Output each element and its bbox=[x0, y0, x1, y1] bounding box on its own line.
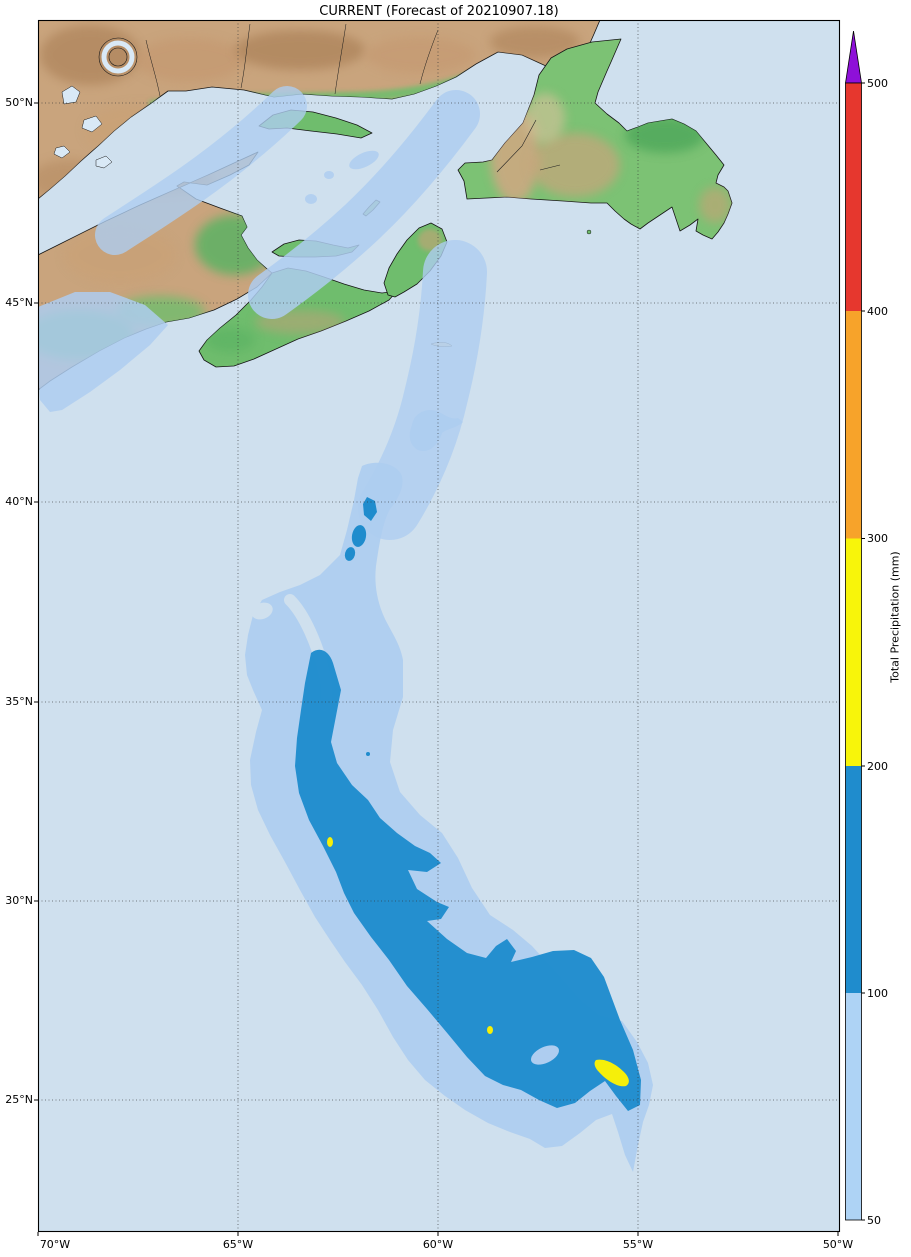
ocean-gap-1 bbox=[251, 602, 273, 620]
colorbar-tick-50: 50 bbox=[867, 1214, 881, 1227]
precip-swath-moderate bbox=[295, 649, 641, 1111]
precip-blob-north bbox=[409, 410, 463, 452]
lat-label-35n: 35°N bbox=[5, 695, 33, 708]
saint-pierre-island bbox=[586, 229, 592, 235]
lat-label-40n: 40°N bbox=[5, 495, 33, 508]
precip-spot-heavy-1 bbox=[594, 1059, 629, 1087]
precip-blob-moderate-2 bbox=[351, 525, 367, 547]
colorbar-tick-400: 400 bbox=[867, 305, 888, 318]
newfoundland-terrain-shading bbox=[490, 93, 731, 223]
precip-blob-moderate-4 bbox=[366, 752, 370, 756]
precip-hole-light bbox=[530, 1045, 560, 1065]
lon-label-50w: 50°W bbox=[822, 1238, 854, 1251]
precip-spot-heavy-2 bbox=[327, 837, 333, 847]
lat-label-45n: 45°N bbox=[5, 296, 33, 309]
lat-label-25n: 25°N bbox=[5, 1093, 33, 1106]
graticule-grid-lines bbox=[38, 20, 840, 1232]
precip-wedge-southwest bbox=[38, 292, 168, 412]
lon-label-55w: 55°W bbox=[622, 1238, 654, 1251]
colorbar bbox=[845, 30, 865, 1221]
colorbar-segment-300-400 bbox=[845, 311, 862, 539]
precip-blob-moderate-1 bbox=[363, 497, 377, 521]
colorbar-segment-400-500 bbox=[845, 83, 862, 311]
colorbar-tick-500: 500 bbox=[867, 77, 888, 90]
colorbar-outline bbox=[845, 82, 862, 1221]
colorbar-tick-100: 100 bbox=[867, 987, 888, 1000]
lon-label-60w: 60°W bbox=[422, 1238, 454, 1251]
precip-spot-heavy-3 bbox=[487, 1026, 493, 1034]
quebec-lakes-rivers bbox=[53, 23, 439, 169]
precip-patch-gulf-3 bbox=[349, 150, 379, 170]
precip-patch-gulf-1 bbox=[305, 194, 317, 204]
precip-band-gulf bbox=[248, 90, 480, 319]
lat-label-50n: 50°N bbox=[5, 96, 33, 109]
colorbar-tick-200: 200 bbox=[867, 760, 888, 773]
lat-label-30n: 30°N bbox=[5, 894, 33, 907]
figure-title: CURRENT (Forecast of 20210907.18) bbox=[319, 4, 559, 19]
colorbar-segment-50-100 bbox=[845, 993, 862, 1220]
colorbar-arrow-over-500 bbox=[845, 30, 862, 84]
cape-breton-terrain-shading bbox=[418, 229, 442, 251]
lon-label-65w: 65°W bbox=[222, 1238, 254, 1251]
precip-band-east bbox=[358, 240, 487, 540]
precip-patch-gulf-2 bbox=[324, 171, 334, 179]
precip-blob-moderate-3 bbox=[344, 547, 356, 561]
colorbar-tick-300: 300 bbox=[867, 532, 888, 545]
colorbar-segment-100-200 bbox=[845, 766, 862, 993]
colorbar-segment-200-300 bbox=[845, 538, 862, 766]
map-frame bbox=[37, 19, 841, 1233]
axis-tick-marks bbox=[34, 102, 839, 1236]
colorbar-tick-marks bbox=[861, 82, 865, 1221]
colorbar-axis-label: Total Precipitation (mm) bbox=[888, 551, 902, 683]
lon-label-70w: 70°W bbox=[39, 1238, 71, 1251]
precip-band-estuary bbox=[95, 86, 307, 255]
